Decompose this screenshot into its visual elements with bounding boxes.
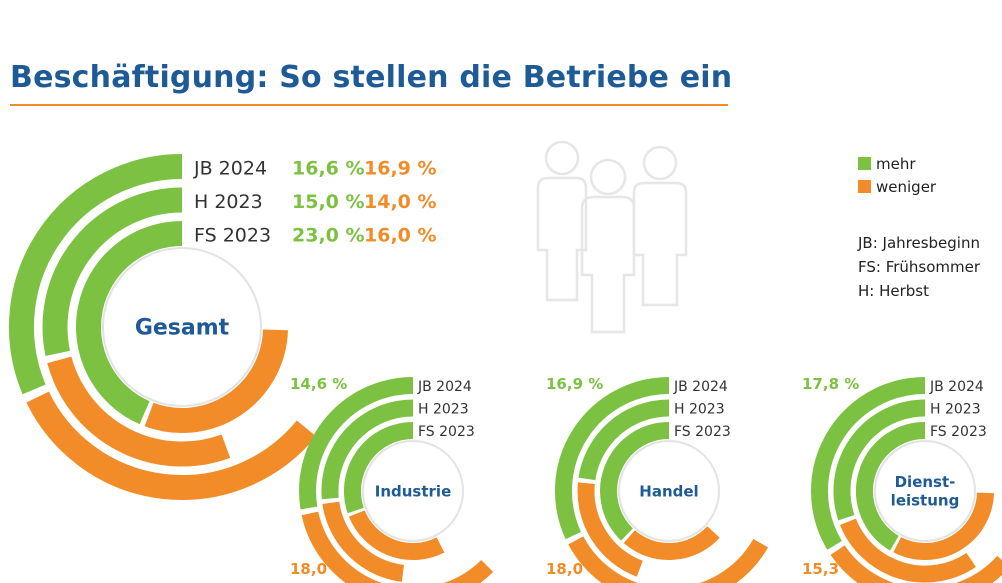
bar-weniger-2 [348,510,445,560]
legend-item-weniger: weniger [858,175,936,198]
radial-chart-handel: Handel JB 2024 H 2023 FS 2023 16,9 % 18,0 % [546,375,769,583]
bar-weniger-1 [577,482,644,577]
center-circle [102,247,262,407]
period-label: H 2023 [194,191,263,213]
value-label-weniger: 18,0 % [290,560,347,578]
legend-item-mehr: mehr [858,152,936,175]
legend-swatch-mehr [858,157,871,170]
bar-mehr-2 [600,422,670,541]
bar-mehr-0 [810,377,926,550]
center-circle [362,440,464,542]
legend-swatch-weniger [858,180,871,193]
radial-chart-dienstleistung: Dienst-leistung JB 2024 H 2023 FS 2023 17,8 … [802,375,1002,583]
value-label-weniger: 15,3 % [802,560,859,578]
abbreviation-key: JB: Jahresbeginn FS: Frühsommer H: Herbs… [858,231,980,303]
chart-center-label: Handel [639,482,698,500]
value-label-mehr: 16,6 % [292,158,365,180]
abbr-fs: FS: Frühsommer [858,258,981,276]
chart-center-label: Industrie [375,482,452,500]
period-label: FS 2023 [418,424,475,440]
bar-weniger-0 [301,511,494,583]
bar-weniger-0 [830,545,1002,583]
people-icon [536,140,688,334]
bar-weniger-1 [47,356,231,467]
page-title: Beschäftigung: So stellen die Betriebe e… [10,60,733,95]
bar-weniger-2 [144,329,288,433]
bar-mehr-0 [555,377,670,540]
title-underline [10,104,728,106]
bar-mehr-2 [343,422,414,514]
period-label: JB 2024 [417,379,472,395]
chart-center-label: Dienst- [895,473,956,491]
center-circle [618,440,720,542]
value-label-weniger: 14,0 % [364,191,437,213]
legend: mehr weniger [858,152,936,198]
bar-mehr-1 [321,399,414,500]
bar-mehr-1 [833,399,926,521]
period-label: H 2023 [674,402,725,418]
value-label-mehr: 15,0 % [292,191,365,213]
period-label: FS 2023 [194,225,271,247]
period-label: FS 2023 [930,424,987,440]
legend-label-mehr: mehr [876,154,916,173]
value-label-weniger: 18,0 % [546,560,603,578]
bar-mehr-1 [42,187,183,356]
value-label-mehr: 23,0 % [292,225,365,247]
value-label-mehr: 17,8 % [802,375,859,393]
period-label: JB 2024 [673,379,728,395]
center-circle [874,440,976,542]
value-label-mehr: 14,6 % [290,375,347,393]
bar-weniger-1 [322,501,405,582]
bar-weniger-0 [568,536,769,583]
bar-weniger-0 [26,391,317,500]
period-label: H 2023 [418,402,469,418]
bar-mehr-0 [299,377,414,510]
bar-mehr-2 [855,422,926,551]
period-label: JB 2024 [193,158,267,180]
value-label-weniger: 16,9 % [364,158,437,180]
period-label: JB 2024 [929,379,984,395]
bar-weniger-2 [623,525,720,561]
chart-center-label: Gesamt [135,316,230,341]
abbr-h: H: Herbst [858,282,929,300]
period-label: FS 2023 [674,424,731,440]
radial-chart-industrie: Industrie JB 2024 H 2023 FS 2023 14,6 % 18,0 … [290,375,494,583]
value-label-weniger: 16,0 % [364,225,437,247]
bar-weniger-1 [840,518,976,583]
abbr-jb: JB: Jahresbeginn [858,234,980,252]
chart-center-label: leistung [891,492,960,510]
legend-label-weniger: weniger [876,177,937,196]
bar-mehr-2 [76,221,183,425]
value-label-mehr: 16,9 % [546,375,603,393]
bar-mehr-1 [578,399,670,481]
period-label: H 2023 [930,402,981,418]
bar-mehr-0 [8,154,183,395]
bar-weniger-2 [893,492,994,560]
